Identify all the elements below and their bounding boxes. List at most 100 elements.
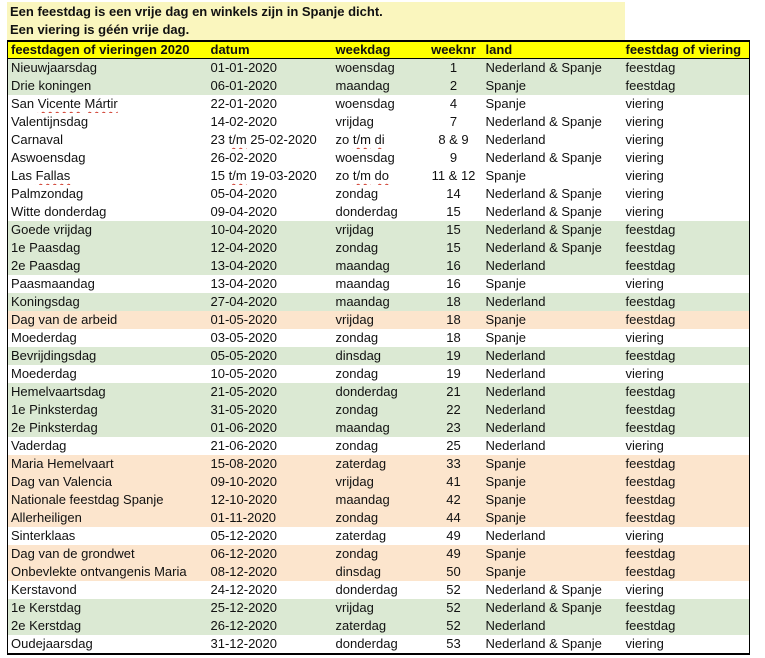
cell-datum[interactable]: 21-05-2020	[210, 384, 278, 399]
cell-name[interactable]: Sinterklaas	[11, 528, 76, 543]
cell-datum[interactable]: 31-05-2020	[210, 402, 278, 417]
cell-land[interactable]: Nederland	[485, 528, 546, 543]
cell-name[interactable]: 2e Kerstdag	[11, 618, 82, 633]
cell-weeknr[interactable]: 49	[446, 546, 461, 561]
cell-weekdag[interactable]: dinsdag	[335, 348, 382, 363]
cell-weekdag[interactable]: zondag	[335, 240, 379, 255]
cell-land[interactable]: Nederland & Spanje	[485, 636, 602, 651]
cell-weekdag[interactable]: zaterdag	[335, 528, 387, 543]
cell-weekdag[interactable]: vrijdag	[335, 474, 374, 489]
cell-type[interactable]: feestdag	[625, 60, 676, 75]
cell-name[interactable]: Goede vrijdag	[11, 222, 92, 237]
cell-weeknr[interactable]: 22	[446, 402, 461, 417]
cell-weekdag[interactable]: dinsdag	[335, 564, 382, 579]
cell-type[interactable]: viering	[625, 114, 664, 129]
cell-weeknr[interactable]: 8 & 9	[438, 132, 469, 147]
cell-name[interactable]: Valentijnsdag	[11, 114, 89, 129]
cell-weeknr[interactable]: 16	[446, 258, 461, 273]
cell-datum[interactable]: 27-04-2020	[210, 294, 278, 309]
cell-datum[interactable]: 14-02-2020	[210, 114, 278, 129]
cell-land[interactable]: Spanje	[485, 330, 526, 345]
cell-type[interactable]: feestdag	[625, 240, 676, 255]
cell-weekdag[interactable]: zondag	[335, 546, 379, 561]
cell-weekdag[interactable]: vrijdag	[335, 312, 374, 327]
cell-datum[interactable]: 05-12-2020	[210, 528, 278, 543]
cell-name[interactable]: Koningsdag	[11, 294, 80, 309]
cell-name[interactable]: Dag van de arbeid	[11, 312, 118, 327]
cell-type[interactable]: viering	[625, 438, 664, 453]
cell-weeknr[interactable]: 49	[446, 528, 461, 543]
cell-datum[interactable]: 10-05-2020	[210, 366, 278, 381]
cell-weekdag[interactable]: zaterdag	[335, 456, 387, 471]
cell-land[interactable]: Nederland & Spanje	[485, 60, 602, 75]
cell-name[interactable]: Hemelvaartsdag	[11, 384, 106, 399]
cell-name[interactable]: Dag van de grondwet	[11, 546, 135, 561]
cell-land[interactable]: Spanje	[485, 78, 526, 93]
cell-weeknr[interactable]: 52	[446, 582, 461, 597]
cell-datum[interactable]: 01-06-2020	[210, 420, 278, 435]
cell-weeknr[interactable]: 19	[446, 348, 461, 363]
cell-name[interactable]: Dag van Valencia	[11, 474, 112, 489]
cell-type[interactable]: viering	[625, 150, 664, 165]
cell-land[interactable]: Nederland	[485, 618, 546, 633]
cell-datum[interactable]: 01-05-2020	[210, 312, 278, 327]
cell-type[interactable]: feestdag	[625, 618, 676, 633]
cell-weeknr[interactable]: 33	[446, 456, 461, 471]
cell-type[interactable]: viering	[625, 528, 664, 543]
cell-datum[interactable]: 12-10-2020	[210, 492, 278, 507]
cell-weeknr[interactable]: 1	[449, 60, 458, 75]
cell-name[interactable]: Oudejaarsdag	[11, 636, 93, 651]
cell-type[interactable]: feestdag	[625, 510, 676, 525]
cell-datum[interactable]: 13-04-2020	[210, 276, 278, 291]
cell-datum[interactable]: 06-01-2020	[210, 78, 278, 93]
cell-type[interactable]: feestdag	[625, 564, 676, 579]
cell-type[interactable]: viering	[625, 636, 664, 651]
cell-type[interactable]: viering	[625, 96, 664, 111]
cell-weekdag[interactable]: zondag	[335, 438, 379, 453]
cell-weeknr[interactable]: 16	[446, 276, 461, 291]
cell-name[interactable]: Maria Hemelvaart	[11, 456, 114, 471]
cell-weeknr[interactable]: 50	[446, 564, 461, 579]
cell-weekdag[interactable]: zondag	[335, 366, 379, 381]
cell-weeknr[interactable]: 7	[449, 114, 458, 129]
cell-weeknr[interactable]: 25	[446, 438, 461, 453]
cell-datum[interactable]: 22-01-2020	[210, 96, 278, 111]
cell-datum[interactable]: 01-01-2020	[210, 60, 278, 75]
cell-type[interactable]: feestdag	[625, 420, 676, 435]
cell-weeknr[interactable]: 19	[446, 366, 461, 381]
cell-land[interactable]: Spanje	[485, 168, 526, 183]
cell-land[interactable]: Nederland	[485, 402, 546, 417]
cell-weekdag[interactable]: vrijdag	[335, 114, 374, 129]
cell-land[interactable]: Nederland & Spanje	[485, 204, 602, 219]
cell-weekdag[interactable]: zondag	[335, 186, 379, 201]
cell-name[interactable]: 1e Pinksterdag	[11, 402, 98, 417]
cell-name[interactable]: Nieuwjaarsdag	[11, 60, 97, 75]
cell-weeknr[interactable]: 18	[446, 330, 461, 345]
cell-weeknr[interactable]: 41	[446, 474, 461, 489]
cell-weekdag[interactable]: maandag	[335, 276, 390, 291]
cell-weekdag[interactable]: woensdag	[335, 96, 395, 111]
cell-type[interactable]: feestdag	[625, 258, 676, 273]
cell-datum[interactable]: 09-04-2020	[210, 204, 278, 219]
cell-land[interactable]: Nederland & Spanje	[485, 582, 602, 597]
cell-type[interactable]: feestdag	[625, 474, 676, 489]
cell-name[interactable]: 2e Pinksterdag	[11, 420, 98, 435]
cell-datum[interactable]: 09-10-2020	[210, 474, 278, 489]
column-header-datum[interactable]: datum	[207, 40, 333, 59]
column-header-land[interactable]: land	[482, 40, 623, 59]
cell-datum[interactable]: 31-12-2020	[210, 636, 278, 651]
cell-weeknr[interactable]: 18	[446, 312, 461, 327]
cell-weeknr[interactable]: 42	[446, 492, 461, 507]
cell-weekdag[interactable]: donderdag	[335, 384, 398, 399]
cell-type[interactable]: feestdag	[625, 456, 676, 471]
cell-weekdag[interactable]: maandag	[335, 258, 390, 273]
cell-type[interactable]: viering	[625, 186, 664, 201]
cell-datum[interactable]: 13-04-2020	[210, 258, 278, 273]
cell-name[interactable]: Drie koningen	[11, 78, 92, 93]
cell-weeknr[interactable]: 23	[446, 420, 461, 435]
cell-weeknr[interactable]: 53	[446, 636, 461, 651]
cell-weeknr[interactable]: 2	[449, 78, 458, 93]
cell-type[interactable]: feestdag	[625, 546, 676, 561]
cell-type[interactable]: feestdag	[625, 402, 676, 417]
cell-weeknr[interactable]: 15	[446, 240, 461, 255]
